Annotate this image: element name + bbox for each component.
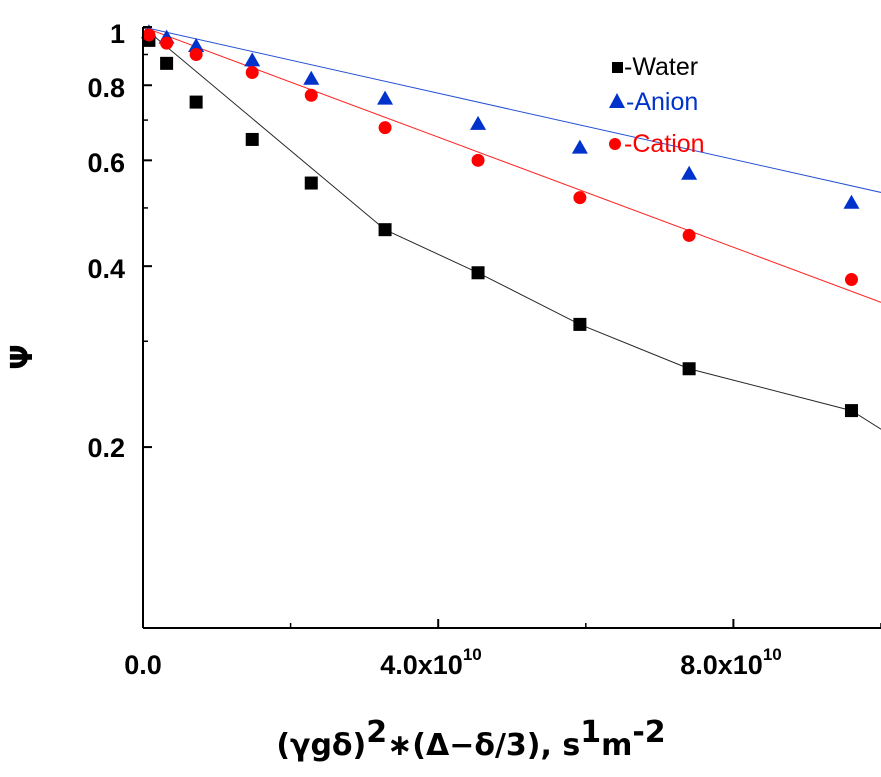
- x-tick-label-4e10: 4.0x1010: [380, 645, 482, 680]
- x-ticks: [142, 619, 881, 628]
- legend: -Water -Anion -Cation: [609, 53, 705, 158]
- x-tick-label-8e10: 8.0x1010: [680, 645, 782, 680]
- point-anion: [843, 194, 860, 209]
- y-tick-label-1: 1: [110, 19, 125, 49]
- legend-marker-water: [612, 62, 623, 73]
- point-anion: [681, 165, 698, 180]
- y-tick-label-0.6: 0.6: [87, 148, 125, 178]
- point-water: [573, 317, 587, 331]
- point-cation: [304, 88, 318, 102]
- point-water: [682, 362, 696, 376]
- legend-marker-anion: [609, 93, 625, 108]
- point-water: [378, 223, 392, 237]
- point-water: [471, 266, 485, 280]
- fit-line-cation: [143, 26, 881, 303]
- y-tick-label-0.8: 0.8: [87, 73, 125, 103]
- legend-marker-cation: [609, 138, 621, 150]
- point-cation: [378, 121, 392, 135]
- x-axis-title: (γgδ)2∗(Δ−δ/3), s1m-2: [276, 715, 665, 763]
- point-cation: [573, 191, 587, 205]
- legend-label-cation: -Cation: [624, 130, 705, 158]
- point-anion: [470, 115, 487, 130]
- point-cation: [142, 28, 156, 42]
- point-anion: [244, 52, 261, 67]
- y-ticks: [143, 26, 152, 449]
- y-axis-title: Ψ: [5, 344, 40, 370]
- point-water: [245, 132, 259, 146]
- legend-label-anion: -Anion: [626, 88, 698, 116]
- fit-lines: [143, 26, 881, 430]
- fit-line-anion: [143, 26, 881, 193]
- point-cation: [189, 48, 203, 62]
- y-tick-label-0.2: 0.2: [87, 433, 125, 463]
- point-water: [189, 95, 203, 109]
- point-water: [304, 176, 318, 190]
- fit-line-water: [143, 26, 881, 430]
- x-tick-label-0: 0.0: [124, 650, 162, 680]
- point-anion: [377, 90, 394, 105]
- legend-label-water: -Water: [624, 53, 698, 81]
- y-tick-label-0.4: 0.4: [87, 254, 125, 284]
- point-anion: [303, 70, 320, 85]
- point-anion: [188, 37, 205, 52]
- point-cation: [682, 228, 696, 242]
- point-water: [160, 56, 174, 70]
- point-cation: [245, 66, 259, 80]
- data-markers: [140, 24, 860, 418]
- point-cation: [844, 273, 858, 287]
- point-cation: [471, 153, 485, 167]
- point-water: [844, 404, 858, 418]
- point-cation: [160, 36, 174, 50]
- point-anion: [571, 139, 588, 154]
